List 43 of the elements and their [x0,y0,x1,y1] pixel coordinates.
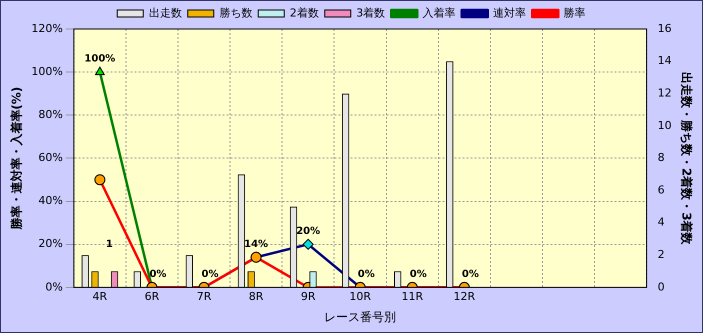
y-tick-label: 80% [38,108,63,121]
x-tick-label: 4R [92,290,108,303]
legend-label: 3着数 [356,6,386,20]
y-tick-label: 40% [38,194,63,208]
y2-axis-title: 出走数・勝ち数・2着数・3着数 [680,72,694,246]
y2-tick-label: 10 [658,118,672,132]
y2-tick-label: 14 [658,54,672,68]
x-tick-label: 6R [144,290,160,303]
annotation: 14% [244,238,268,250]
y2-tick-label: 0 [658,280,665,294]
annotation: 0% [202,268,219,280]
annotation: 1 [106,238,113,250]
x-tick-label: 10R [349,290,372,303]
annotation: 0% [149,268,166,280]
annotation: 20% [296,226,320,237]
legend-label: 2着数 [290,6,319,20]
y2-tick-label: 16 [658,22,672,35]
x-tick-label: 9R [300,290,316,303]
y2-tick-label: 12 [658,86,672,100]
annotation: 0% [358,268,375,280]
legend-label: 勝率 [564,6,586,20]
y-tick-label: 60% [38,151,63,164]
legend-label: 出走数 [148,6,182,20]
y2-tick-label: 6 [658,183,665,196]
x-tick-label: 11R [401,290,424,303]
y2-tick-label: 2 [658,248,665,261]
annotation: 100% [84,54,116,65]
y-tick-label: 120% [31,22,63,35]
y2-tick-label: 4 [658,216,665,229]
x-axis-title: レース番号別 [324,310,396,324]
y-axis-title: 勝率・連対率・入着率(%) [9,86,24,231]
legend-label: 勝ち数 [219,6,252,20]
y2-tick-label: 8 [658,151,665,164]
x-tick-label: 7R [196,290,212,303]
y-tick-label: 0% [45,280,63,294]
annotation: 0% [462,268,479,280]
legend-label: 連対率 [493,6,526,20]
y-tick-label: 100% [31,64,63,78]
x-tick-label: 12R [454,290,476,303]
y-tick-label: 20% [38,237,63,250]
x-tick-label: 8R [248,290,264,303]
annotation: 0% [410,268,427,280]
legend-label: 入着率 [422,6,456,20]
